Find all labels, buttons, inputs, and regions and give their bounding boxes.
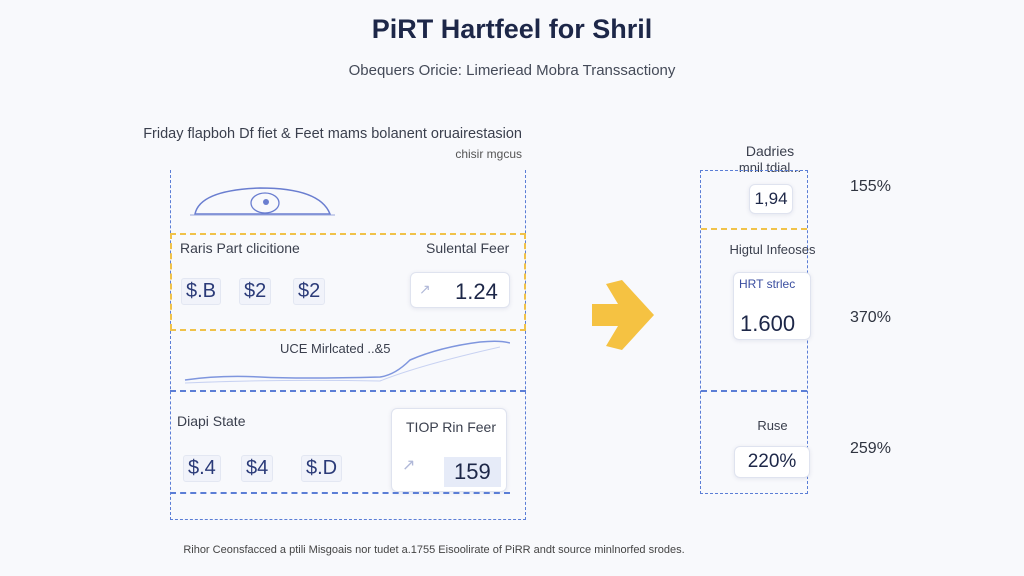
arrow-right-icon bbox=[592, 280, 654, 350]
section-1-card: ↗ 1.24 bbox=[410, 272, 510, 308]
right-section-3-label: Ruse bbox=[757, 418, 788, 433]
section-2-label: Diapi State bbox=[177, 413, 246, 429]
right-section-2-value: 1.600 bbox=[740, 311, 796, 336]
illustration-icon bbox=[190, 187, 335, 216]
section-1-card-label: Sulental Feer bbox=[426, 240, 510, 256]
value-chip: $2 bbox=[293, 278, 326, 305]
right-section-1-value: 1,94 bbox=[749, 184, 793, 214]
right-section-1-label: Dadries bbox=[745, 143, 795, 159]
percent-1: 155% bbox=[850, 178, 891, 195]
section-2-card-value: 159 bbox=[444, 457, 501, 487]
footer-note: Rihor Ceonsfacced a ptili Misgoais nor t… bbox=[183, 544, 685, 556]
intro-line-1: Friday flapboh Df fiet & Feet mams bolan… bbox=[143, 126, 522, 142]
right-section-1-sublabel: mnil tdial... bbox=[738, 160, 802, 175]
section-1-frame bbox=[170, 233, 526, 330]
left-panel-frame bbox=[170, 170, 526, 520]
page-subtitle: Obequers Oricie: Limeriead Mobra Transsa… bbox=[348, 62, 676, 79]
right-section-3-value: 220% bbox=[734, 446, 810, 478]
section-2-card: TIOP Rin Feer ↗ 159 bbox=[391, 408, 507, 492]
right-section-2-card-label: HRT strlec bbox=[739, 277, 796, 291]
page-title: PiRT Hartfeel for Shril bbox=[371, 14, 653, 44]
section-2-card-label: TIOP Rin Feer bbox=[406, 419, 496, 435]
trend-line-chart bbox=[184, 340, 510, 384]
intro-text: Friday flapboh Df fiet & Feet mams bolan… bbox=[143, 124, 522, 164]
section-1-label: Raris Part clicitione bbox=[180, 240, 300, 256]
trend-icon: ↗ bbox=[419, 281, 431, 297]
value-chip: $.B bbox=[181, 278, 222, 305]
value-chip: $2 bbox=[239, 278, 272, 305]
value-chip: $4 bbox=[241, 455, 274, 482]
trend-icon: ↗ bbox=[402, 457, 416, 474]
chart-label: UCE Mirlcated ..&5 bbox=[280, 341, 391, 356]
section-1-card-value: 1.24 bbox=[455, 279, 498, 304]
percent-2: 370% bbox=[850, 309, 891, 326]
value-chip: $.D bbox=[301, 455, 343, 482]
intro-line-2: chisir mgcus bbox=[455, 147, 522, 161]
value-chip: $.4 bbox=[183, 455, 221, 482]
right-section-2-label: Higtul Infeoses bbox=[729, 242, 816, 257]
percent-3: 259% bbox=[850, 440, 891, 457]
right-section-2-card: HRT strlec 1.600 bbox=[733, 272, 811, 340]
